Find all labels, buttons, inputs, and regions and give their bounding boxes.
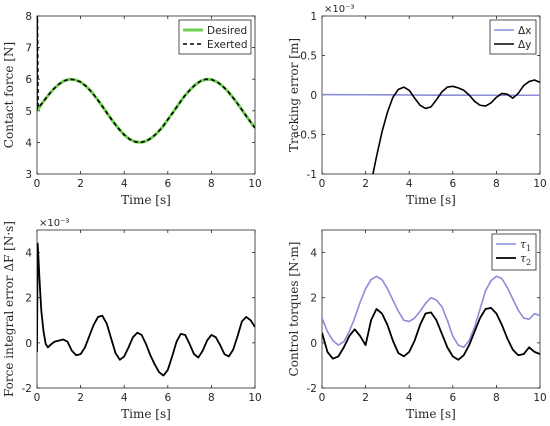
y-tick-label: -1: [307, 169, 317, 181]
y-axis-label: Force integral error ΔF [N·s]: [2, 221, 16, 397]
y-tick-label: 6: [25, 74, 32, 86]
legend-label-symbol: τ: [520, 238, 527, 251]
y-tick-label: 8: [25, 11, 32, 23]
series-group: [322, 275, 540, 361]
y-axis-label: Control torques [N·m]: [287, 242, 301, 377]
series-group: [322, 79, 540, 174]
y-axis-label: Contact force [N]: [2, 42, 16, 148]
x-tick-label: 10: [248, 392, 261, 404]
y-tick-label: 2: [25, 293, 32, 305]
series-line-main: [37, 242, 255, 377]
y-tick-label: 2: [310, 293, 317, 305]
y-exponent-label: ×10⁻³: [324, 4, 354, 15]
y-tick-label: 4: [310, 248, 317, 260]
legend-label-subscript: 1: [526, 244, 531, 253]
y-tick-label: 4: [25, 248, 32, 260]
legend-label: Desired: [207, 25, 247, 37]
legend: Desired Exerted: [178, 19, 252, 55]
x-tick-label: 2: [77, 178, 84, 190]
x-tick-label: 10: [533, 392, 546, 404]
plot-area: [36, 229, 256, 389]
chart-tracking-error: 0 2 4 6 8 10 -1 -0.5 0 0.5 1 Time [s] Tracking error…: [287, 4, 547, 207]
x-tick-label: 0: [319, 392, 326, 404]
x-tick-label: 6: [449, 178, 456, 190]
x-tick-label: 2: [77, 392, 84, 404]
x-tick-label: 8: [493, 178, 500, 190]
legend-label: τ2: [520, 252, 531, 267]
x-axis-label: Time [s]: [406, 193, 456, 207]
y-tick-label: 1: [310, 11, 317, 23]
legend-label: τ1: [520, 238, 531, 253]
legend-label-subscript: 2: [526, 258, 531, 267]
legend-label-symbol: τ: [520, 252, 527, 265]
legend-label: Δx: [518, 25, 531, 37]
y-tick-label: 7: [25, 43, 32, 55]
y-tick-label: -2: [307, 383, 317, 395]
y-tick-label: 3: [25, 169, 32, 181]
legend-box: [491, 233, 537, 271]
y-tick-label: 0: [25, 338, 32, 350]
series-group: [37, 16, 255, 144]
x-tick-label: 6: [164, 178, 171, 190]
legend-label: Exerted: [207, 39, 248, 51]
y-axis-label: Tracking error [m]: [287, 38, 301, 152]
x-tick-label: 0: [34, 178, 41, 190]
series-line-Exerted: [37, 16, 255, 144]
x-tick-label: 4: [121, 178, 128, 190]
y-exponent-label: ×10⁻³: [39, 218, 69, 229]
x-tick-label: 8: [208, 392, 215, 404]
x-tick-label: 4: [121, 392, 128, 404]
x-tick-label: 2: [362, 392, 369, 404]
series-line-Δx: [322, 93, 540, 97]
y-tick-label: 0: [310, 90, 317, 102]
x-tick-label: 4: [406, 392, 413, 404]
x-tick-label: 4: [406, 178, 413, 190]
x-tick-label: 10: [248, 178, 261, 190]
x-tick-label: 2: [362, 178, 369, 190]
y-tick-label: 0.5: [300, 51, 317, 63]
y-tick-label: -0.5: [297, 130, 318, 142]
chart-contact-force: 0 2 4 6 8 10 3 4 5 6 7 8 Time [s] Contact force [N] De…: [2, 11, 262, 207]
y-tick-label: 5: [25, 106, 32, 118]
series-line-τ1: [322, 275, 540, 349]
x-tick-label: 10: [533, 178, 546, 190]
x-axis-label: Time [s]: [406, 407, 456, 421]
legend: Δx Δy: [489, 19, 537, 55]
x-axis-label: Time [s]: [121, 193, 171, 207]
legend-box: [489, 19, 537, 55]
legend-label: Δy: [518, 39, 531, 51]
legend-box: [178, 19, 252, 55]
x-tick-label: 8: [208, 178, 215, 190]
series-line-τ2: [322, 306, 540, 361]
series-line-Δy: [372, 79, 540, 174]
x-tick-label: 0: [34, 392, 41, 404]
y-tick-label: 0: [310, 338, 317, 350]
x-tick-label: 6: [449, 392, 456, 404]
x-tick-label: 8: [493, 392, 500, 404]
x-tick-label: 0: [319, 178, 326, 190]
y-tick-label: 4: [25, 137, 32, 149]
series-group: [37, 242, 255, 377]
x-tick-label: 6: [164, 392, 171, 404]
x-axis-label: Time [s]: [121, 407, 171, 421]
y-tick-label: -2: [22, 383, 32, 395]
